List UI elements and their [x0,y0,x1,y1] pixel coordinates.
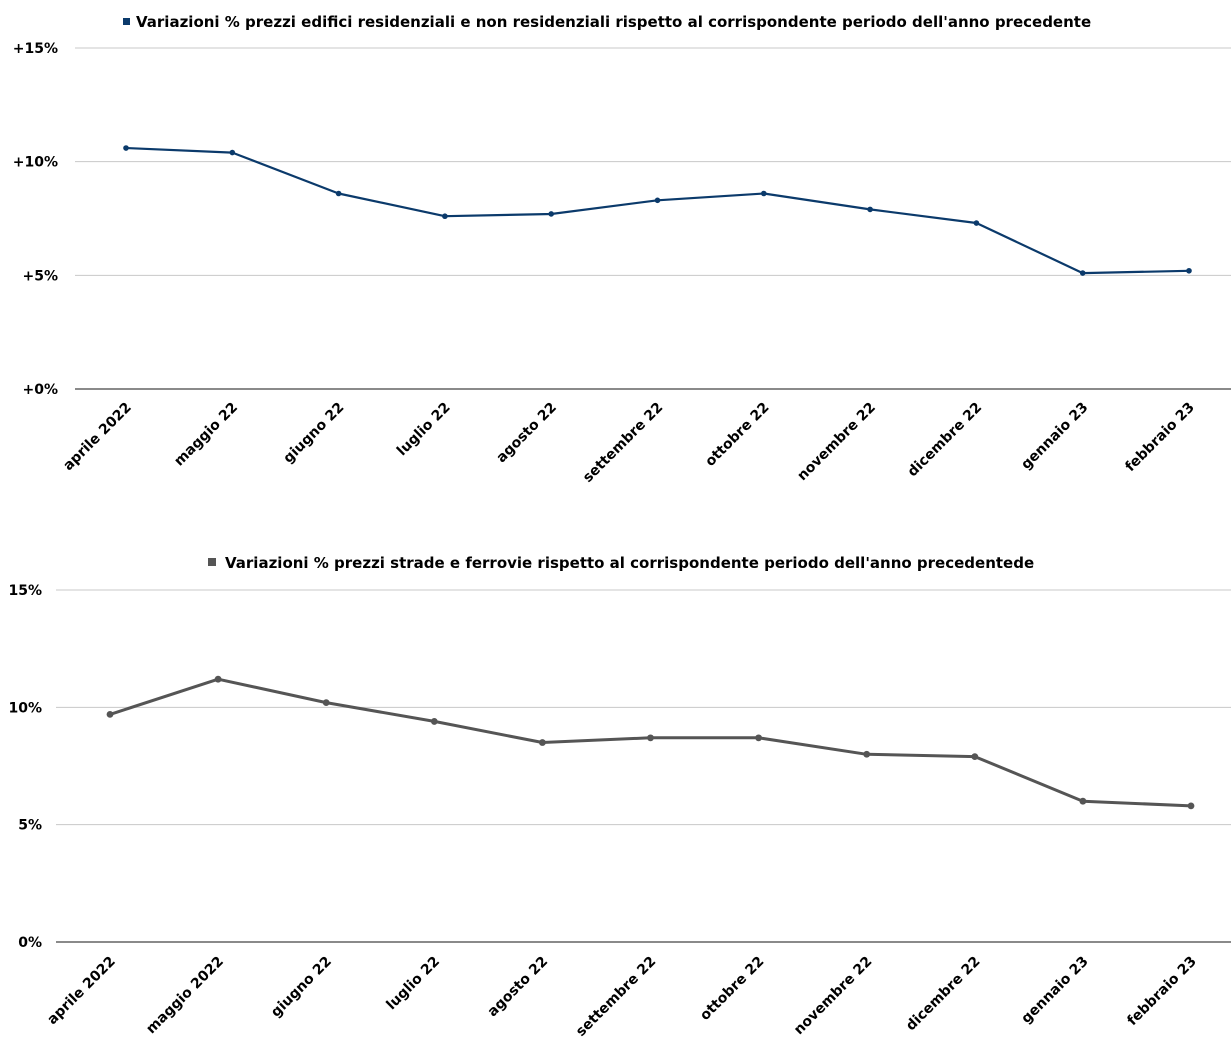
data-point [761,190,767,197]
x-tick-label: settembre 22 [573,954,659,1040]
x-tick-label: agosto 22 [485,954,552,1021]
data-point [322,699,330,707]
x-tick-label: dicembre 22 [905,400,986,481]
data-point [863,750,871,758]
x-tick-label: maggio 2022 [143,954,227,1038]
x-tick-label: gennaio 23 [1018,400,1091,473]
data-point [335,190,342,197]
gridlines [56,589,1231,943]
x-tick-labels: aprile 2022 maggio 2022 giugno 22 luglio 22… [44,954,1199,1040]
y-tick-label: 0% [18,935,42,951]
x-tick-label: agosto 22 [493,400,560,467]
data-point [647,734,654,742]
data-point [430,718,438,725]
data-point [442,213,448,220]
data-point [1186,267,1192,274]
x-tick-label: febbraio 23 [1124,954,1199,1029]
series-line [124,146,1191,275]
data-point [973,220,980,226]
x-tick-label: gennaio 23 [1018,954,1091,1027]
x-tick-label: febbraio 23 [1122,400,1197,475]
data-point [1079,270,1086,276]
data-point [654,197,661,204]
x-tick-label: luglio 22 [383,954,443,1014]
x-tick-label: dicembre 22 [903,954,984,1035]
y-tick-label: +10% [13,155,58,171]
legend: Variazioni % prezzi strade e ferrovie ri… [208,554,1034,572]
data-point [123,145,129,151]
x-tick-label: novembre 22 [794,400,879,485]
x-tick-label: settembre 22 [580,400,666,486]
series [123,145,1192,276]
chart-title: Variazioni % prezzi edifici residenziali… [136,13,1091,31]
data-point [214,675,222,683]
y-tick-labels: 0% 5% 10% 15% [8,583,42,951]
x-tick-label: maggio 22 [171,400,241,470]
data-point [106,710,114,718]
y-tick-label: 10% [8,700,42,716]
data-point [539,739,546,746]
x-tick-label: luglio 22 [394,400,454,460]
chart-strade: Variazioni % prezzi strade e ferrovie ri… [0,540,1231,1046]
data-point [1187,802,1195,810]
legend-marker [123,18,130,25]
data-point [1079,797,1087,805]
y-tick-label: +0% [23,382,59,398]
x-tick-label: giugno 22 [280,400,347,467]
series-line [108,677,1193,808]
legend: Variazioni % prezzi edifici residenziali… [123,13,1091,31]
x-tick-labels: aprile 2022 maggio 22 giugno 22 luglio 22 ag… [60,400,1197,486]
data-point [229,149,236,156]
chart-strade-svg: Variazioni % prezzi strade e ferrovie ri… [8,554,1231,1040]
series [106,675,1195,810]
y-tick-label: 5% [18,818,42,834]
y-tick-label: 15% [8,583,42,599]
x-tick-label: ottobre 22 [697,954,767,1024]
y-tick-label: +15% [13,41,58,57]
data-point [867,206,873,213]
x-tick-label: aprile 2022 [44,954,118,1028]
data-point [548,211,554,217]
x-tick-label: novembre 22 [791,954,876,1039]
y-tick-label: +5% [23,268,59,284]
chart-edifici-svg: Variazioni % prezzi edifici residenziali… [13,13,1231,486]
legend-marker [208,558,216,566]
chart-edifici: Variazioni % prezzi edifici residenziali… [0,0,1231,520]
data-point [971,753,979,761]
gridlines [75,47,1231,390]
x-tick-label: aprile 2022 [60,400,134,474]
x-tick-label: ottobre 22 [702,400,772,470]
x-tick-label: giugno 22 [268,954,335,1021]
chart-title: Variazioni % prezzi strade e ferrovie ri… [225,554,1034,572]
data-point [755,734,762,742]
y-tick-labels: +0% +5% +10% +15% [13,41,58,398]
